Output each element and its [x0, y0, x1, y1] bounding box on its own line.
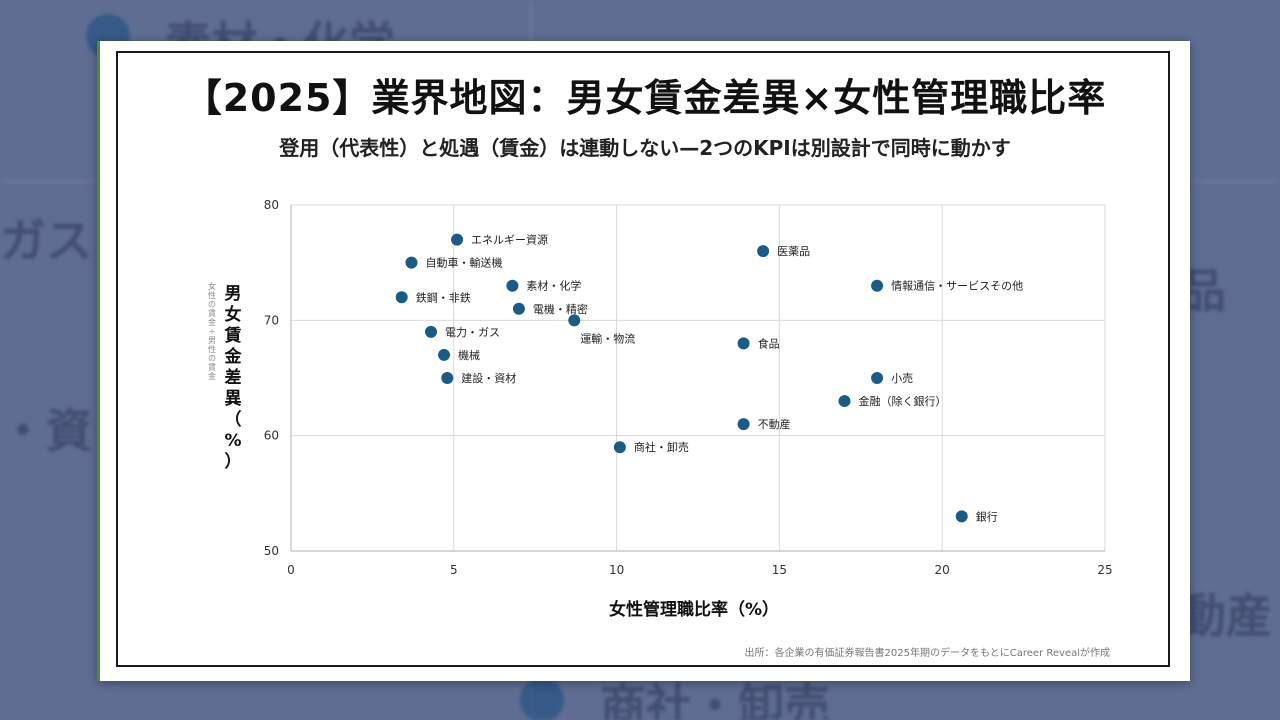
y-tick-label: 80 [264, 198, 279, 212]
data-point [451, 233, 464, 246]
data-point-label: 不動産 [758, 417, 791, 431]
x-tick-label: 20 [935, 563, 950, 577]
data-point-label: 食品 [758, 336, 780, 350]
data-point-label: 商社・卸売 [634, 440, 689, 454]
data-point [405, 256, 418, 269]
background-text: ガス [0, 214, 92, 268]
slide-title: 【2025】業界地図：男女賃金差異×女性管理職比率 [183, 76, 1107, 120]
data-point-label: 電機・精密 [533, 302, 588, 316]
data-point-label: 電力・ガス [445, 326, 500, 339]
data-point-label: エネルギー資源 [471, 233, 548, 247]
data-point-label: 運輸・物流 [580, 331, 635, 345]
data-point [568, 314, 581, 327]
data-point-label: 素材・化学 [526, 279, 581, 293]
data-point [955, 510, 968, 523]
data-point-label: 医薬品 [777, 245, 810, 258]
data-point [871, 372, 884, 384]
data-point [757, 245, 770, 258]
data-point-label: 情報通信・サービスその他 [891, 280, 1023, 293]
data-point-label: 自動車・輸送機 [425, 256, 502, 270]
x-tick-label: 5 [450, 563, 458, 577]
data-point [506, 279, 519, 292]
y-tick-label: 70 [264, 313, 279, 327]
slide-card: 【2025】業界地図：男女賃金差異×女性管理職比率 登用（代表性）と処遇（賃金）… [97, 41, 1190, 681]
data-point [737, 418, 750, 431]
y-tick-label: 60 [264, 429, 279, 443]
data-point-label: 機械 [458, 348, 480, 362]
tick-layer: 0 5 10 15 20 25 50 60 70 80 [264, 198, 1113, 577]
y-axis-subtitle: 女性の賃金÷男性の賃金 [208, 281, 216, 381]
data-point-label: 銀行 [976, 509, 998, 523]
grid-layer [290, 204, 1106, 552]
data-point-label: 金融（除く銀行） [859, 394, 947, 408]
data-point [512, 302, 525, 315]
y-tick-label: 50 [264, 544, 279, 558]
source-note: 出所：各企業の有価証券報告書2025年期のデータをもとにCareer Revea… [744, 648, 1110, 659]
background-text: 動産 [1180, 589, 1272, 643]
y-axis-title-group: 男女賃金差異（%） 女性の賃金÷男性の賃金 [208, 281, 243, 472]
data-point-label: 鉄鋼・非鉄 [416, 290, 471, 304]
x-tick-label: 15 [772, 563, 787, 577]
data-point [395, 291, 408, 304]
data-point [438, 348, 451, 361]
data-point [613, 441, 626, 454]
data-point-label: 小売 [891, 372, 913, 385]
data-point [838, 395, 851, 408]
x-tick-label: 0 [287, 563, 295, 577]
data-point [737, 337, 750, 350]
slide-subtitle: 登用（代表性）と処遇（賃金）は連動しない—2つのKPIは別設計で同時に動かす [279, 136, 1011, 160]
background-dot [520, 678, 564, 720]
slide-frame [116, 51, 1170, 667]
data-point [441, 372, 454, 384]
data-point-label: 建設・資材 [461, 371, 516, 385]
background-text: 商社・卸売 [600, 679, 830, 720]
data-point [871, 279, 884, 292]
y-axis-title: 男女賃金差異（%） [224, 284, 243, 472]
data-point [425, 325, 438, 338]
scatter-chart: 0 5 10 15 20 25 50 60 70 80 エネルギー資源自動車・輸送機素材・化学鉄鋼… [208, 198, 1113, 620]
x-axis-title: 女性管理職比率（%） [609, 599, 779, 620]
x-tick-label: 25 [1097, 563, 1112, 577]
background-text: ・資 [0, 404, 92, 458]
x-tick-label: 10 [609, 563, 624, 577]
